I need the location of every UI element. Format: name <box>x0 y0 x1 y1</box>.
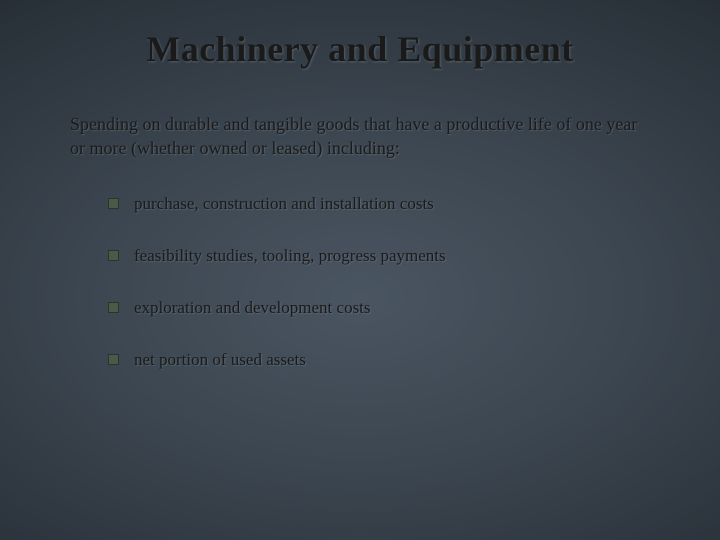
list-item: purchase, construction and installation … <box>108 193 650 215</box>
slide: Machinery and Equipment Spending on dura… <box>0 0 720 540</box>
intro-paragraph: Spending on durable and tangible goods t… <box>70 112 650 161</box>
list-item: feasibility studies, tooling, progress p… <box>108 245 650 267</box>
bullet-list: purchase, construction and installation … <box>70 193 650 371</box>
list-item: exploration and development costs <box>108 297 650 319</box>
slide-title: Machinery and Equipment <box>70 28 650 70</box>
list-item: net portion of used assets <box>108 349 650 371</box>
